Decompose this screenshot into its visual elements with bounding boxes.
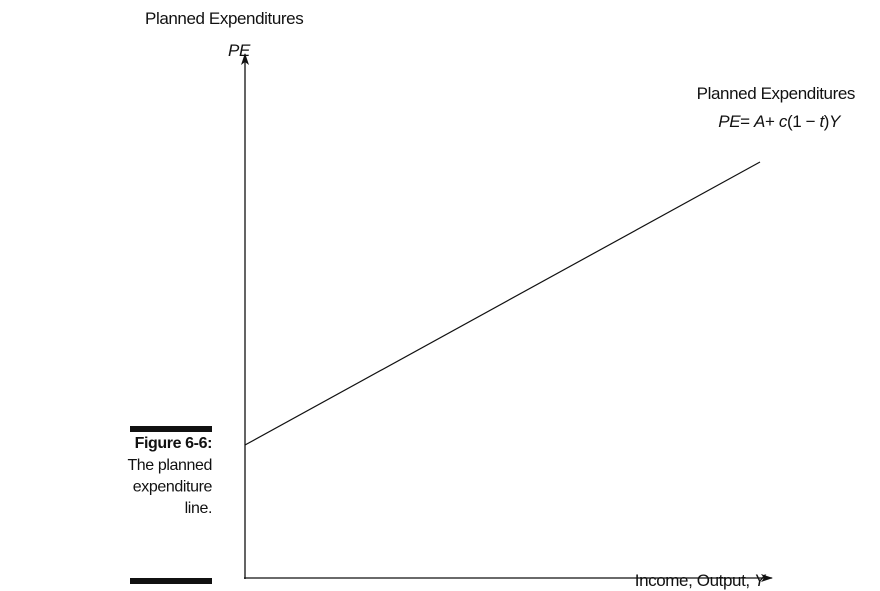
equation-part: t (819, 112, 825, 131)
caption-rule (130, 578, 212, 584)
caption-rule (130, 426, 212, 432)
x-axis-symbol: Y (754, 571, 767, 590)
caption-text: The planned expenditure line. (127, 457, 212, 517)
equation: PE= A+ c(1 − t)Y (718, 112, 842, 131)
equation-part: ) (824, 112, 829, 131)
line-label: Planned Expenditures (697, 84, 855, 103)
planned-expenditure-line (244, 161, 761, 446)
caption-line: expenditure (133, 479, 213, 496)
equation-part: c (779, 112, 788, 131)
caption-line: line. (185, 500, 212, 517)
y-axis-symbol: PE (228, 41, 251, 60)
caption-number: Figure 6-6: (135, 435, 212, 452)
equation-part: PE (718, 112, 741, 131)
x-axis-label-text: Income, Output, (635, 571, 754, 590)
equation-part: (1 − (787, 112, 820, 131)
caption-line: The planned (127, 457, 212, 474)
equation-part: A (753, 112, 765, 131)
y-axis-label: Planned Expenditures (145, 9, 303, 28)
equation-part: = (740, 112, 754, 131)
equation-part: Y (829, 112, 842, 131)
equation-part: + (765, 112, 779, 131)
x-axis-label: Income, Output, Y (635, 571, 767, 590)
